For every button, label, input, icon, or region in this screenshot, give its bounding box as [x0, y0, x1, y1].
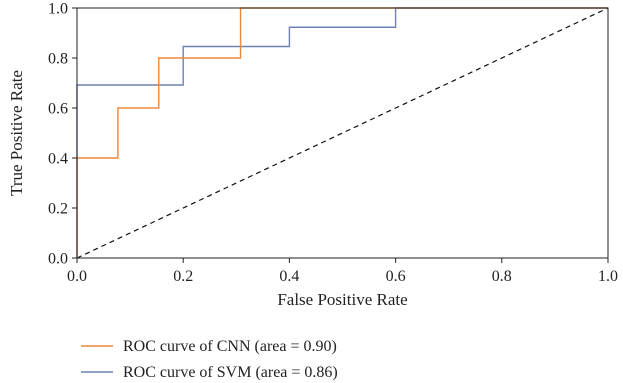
ticks-layer: 0.0 0.2 0.4 0.6 0.8 1.0 0.0 0.2 0.4 0.6 0.8 1.0: [48, 1, 618, 286]
y-tick-label: 1.0: [48, 1, 68, 18]
legend-label-svm: ROC curve of SVM (area = 0.86): [123, 364, 338, 381]
y-tick-label: 0.6: [48, 101, 68, 118]
series-line-cnn: [76, 7, 608, 258]
x-tick-label: 1.0: [598, 268, 618, 285]
x-tick-label: 0.6: [386, 268, 406, 285]
reference-diagonal-line: [76, 7, 609, 259]
plot-frame: [76, 7, 609, 259]
series-line-svm: [76, 7, 608, 258]
y-tick-label: 0.8: [48, 51, 68, 68]
x-tick-label: 0.2: [173, 268, 193, 285]
x-tick-label: 0.4: [279, 268, 299, 285]
legend: ROC curve of CNN (area = 0.90) ROC curve…: [81, 338, 338, 381]
x-tick-label: 0.0: [67, 268, 87, 285]
x-tick-label: 0.8: [492, 268, 512, 285]
y-tick-label: 0.4: [48, 151, 68, 168]
legend-label-cnn: ROC curve of CNN (area = 0.90): [123, 338, 337, 355]
x-axis-label: False Positive Rate: [277, 290, 407, 309]
series-layer: [76, 7, 609, 259]
y-tick-label: 0.2: [48, 201, 68, 218]
y-axis-label: True Positive Rate: [7, 70, 26, 196]
y-tick-label: 0.0: [48, 251, 68, 268]
